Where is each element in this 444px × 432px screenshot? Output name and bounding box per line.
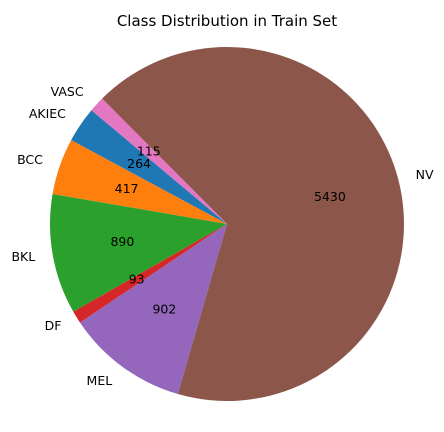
value-label-akiec: 264 <box>127 156 151 171</box>
value-label-df: 93 <box>129 271 145 286</box>
chart-title: Class Distribution in Train Set <box>117 12 337 30</box>
category-labels: AKIEC BCC BKL DF MEL NV VASC <box>11 84 434 388</box>
value-label-nv: 5430 <box>314 189 346 204</box>
slice-nv <box>102 47 404 402</box>
slice-df <box>73 224 227 323</box>
slice-mel <box>80 224 227 395</box>
value-label-bkl: 890 <box>110 234 134 249</box>
category-label-mel: MEL <box>87 373 113 388</box>
pie-slices <box>49 47 404 402</box>
value-labels: 264 417 890 93 902 5430 115 <box>110 144 345 317</box>
slice-vasc <box>91 98 227 224</box>
category-label-akiec: AKIEC <box>29 106 66 121</box>
category-label-df: DF <box>45 318 62 333</box>
value-label-bcc: 417 <box>115 181 139 196</box>
slice-bcc <box>52 140 227 224</box>
category-label-bcc: BCC <box>17 152 43 167</box>
slice-akiec <box>71 110 227 224</box>
category-label-bkl: BKL <box>11 249 35 264</box>
value-label-vasc: 115 <box>137 144 161 159</box>
category-label-vasc: VASC <box>51 84 84 99</box>
value-label-mel: 902 <box>152 301 176 316</box>
slice-bkl <box>49 193 228 312</box>
category-label-nv: NV <box>416 167 434 182</box>
